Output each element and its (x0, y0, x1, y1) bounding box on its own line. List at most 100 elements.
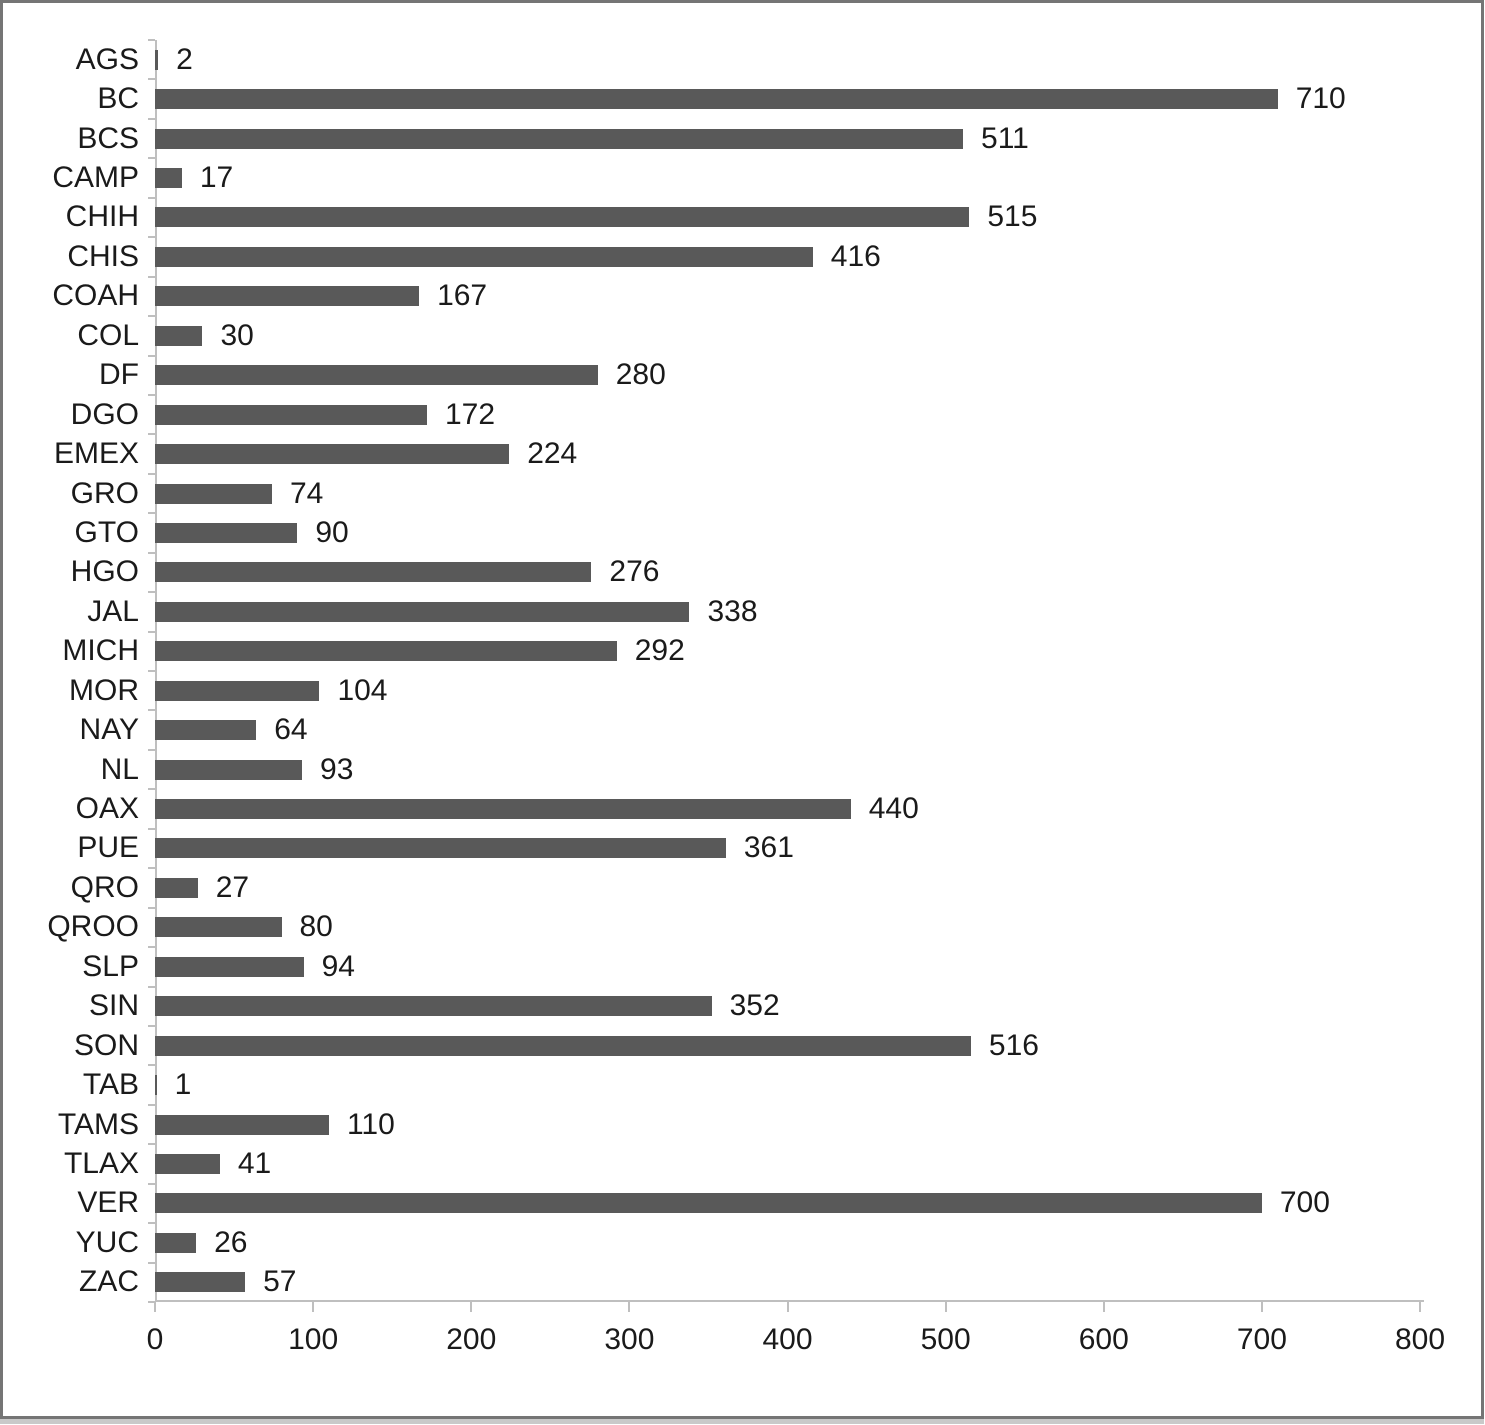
category-label: VER (77, 1186, 139, 1220)
chart-row: MICH 292 (3, 632, 1481, 671)
category-label: COAH (52, 279, 139, 313)
value-label: 511 (981, 121, 1029, 155)
category-label: MICH (62, 634, 139, 668)
category-label: ZAC (79, 1265, 139, 1299)
value-label: 30 (220, 318, 254, 352)
category-label: SON (73, 1028, 139, 1062)
category-label: TAMS (57, 1107, 139, 1141)
bar (155, 601, 690, 622)
bar-track: 416 (155, 237, 1420, 276)
chart-row: NL 93 (3, 750, 1481, 789)
y-tick-mark (148, 906, 155, 909)
bar (155, 799, 851, 820)
bar-track: 292 (155, 632, 1420, 671)
value-label: 104 (337, 673, 388, 707)
y-tick-mark (148, 354, 155, 357)
value-label: 110 (346, 1107, 395, 1141)
bar (155, 1193, 1262, 1214)
y-tick-mark (148, 78, 155, 81)
category-label: SIN (88, 989, 139, 1023)
bar-track: 280 (155, 356, 1420, 395)
category-label: TLAX (63, 1146, 139, 1180)
bar (155, 838, 726, 859)
bar (155, 877, 198, 898)
chart-row: CHIH 515 (3, 198, 1481, 237)
y-tick-mark (148, 1143, 155, 1146)
bar-track: 94 (155, 947, 1420, 986)
bar (155, 89, 1278, 110)
bar (155, 996, 712, 1017)
value-label: 280 (615, 358, 666, 392)
value-label: 516 (988, 1028, 1039, 1062)
y-tick-mark (148, 39, 155, 41)
category-label: PUE (77, 831, 139, 865)
bar (155, 1114, 329, 1135)
category-label: CHIH (65, 200, 139, 234)
category-label: OAX (75, 792, 139, 826)
category-label: AGS (75, 42, 139, 76)
bar (155, 49, 159, 70)
chart-row: YUC 26 (3, 1223, 1481, 1262)
bar-track: 276 (155, 553, 1420, 592)
y-tick-mark (148, 1064, 155, 1067)
bar (155, 207, 970, 228)
y-tick-mark (148, 472, 155, 475)
chart-row: COAH 167 (3, 277, 1481, 316)
y-tick-mark (148, 433, 155, 436)
chart-row: TAB 1 (3, 1065, 1481, 1104)
bar-track: 27 (155, 868, 1420, 907)
bar-track: 74 (155, 474, 1420, 513)
bar (155, 128, 964, 149)
bar (155, 483, 272, 504)
bar (155, 1272, 246, 1293)
y-tick-mark (148, 1301, 155, 1303)
x-tick-mark (786, 1302, 789, 1312)
category-label: YUC (75, 1225, 139, 1259)
category-label: BC (97, 82, 139, 116)
bar-track: 515 (155, 198, 1420, 237)
chart-row: QRO 27 (3, 868, 1481, 907)
bar (155, 1075, 157, 1096)
chart-row: HGO 276 (3, 553, 1481, 592)
x-tick-label: 200 (446, 1323, 497, 1356)
category-label: GTO (74, 515, 139, 549)
value-label: 352 (729, 989, 780, 1023)
bar (155, 680, 320, 701)
y-tick-mark (148, 117, 155, 120)
x-tick-label: 300 (604, 1323, 655, 1356)
chart-row: SIN 352 (3, 987, 1481, 1026)
x-tick-label: 500 (920, 1323, 971, 1356)
bar (155, 1153, 220, 1174)
value-label: 1 (174, 1068, 192, 1102)
chart-row: PUE 361 (3, 829, 1481, 868)
category-label: QROO (47, 910, 139, 944)
chart-row: TAMS 110 (3, 1105, 1481, 1144)
bar (155, 720, 257, 741)
value-label: 64 (274, 713, 308, 747)
chart-row: MOR 104 (3, 671, 1481, 710)
y-tick-mark (148, 1261, 155, 1264)
value-label: 338 (707, 594, 758, 628)
x-tick-label: 800 (1394, 1323, 1446, 1356)
value-label: 2 (176, 42, 193, 76)
bar-track: 224 (155, 434, 1420, 473)
bar (155, 1232, 197, 1253)
chart-row: VER 700 (3, 1184, 1481, 1223)
y-tick-mark (148, 1103, 155, 1106)
chart-row: CAMP 17 (3, 158, 1481, 197)
bar (155, 444, 510, 465)
value-label: 74 (290, 476, 324, 510)
y-tick-mark (148, 709, 155, 712)
y-tick-mark (148, 1182, 155, 1185)
bar (155, 1035, 971, 1056)
category-label: JAL (87, 594, 139, 628)
value-label: 93 (320, 752, 354, 786)
bar-track: 80 (155, 908, 1420, 947)
chart-row: GRO 74 (3, 474, 1481, 513)
value-label: 41 (237, 1146, 272, 1180)
category-label: DGO (70, 397, 139, 431)
bar (155, 286, 420, 307)
y-tick-mark (148, 748, 155, 751)
